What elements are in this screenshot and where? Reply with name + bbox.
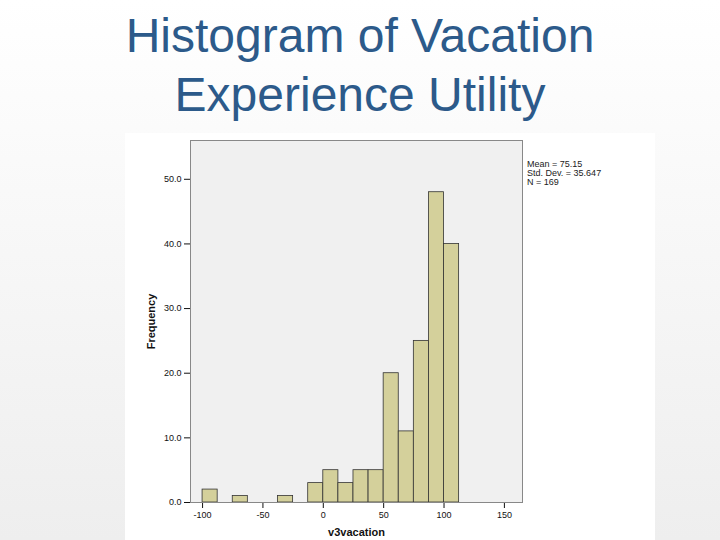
svg-text:30.0: 30.0 — [164, 303, 182, 313]
svg-text:-100: -100 — [194, 510, 212, 520]
svg-text:150: 150 — [497, 510, 512, 520]
html-text:Histogram of Vacation Experien: Histogram of Vacation Experience Utility — [125, 9, 595, 121]
svg-text:100: 100 — [437, 510, 452, 520]
html-text:Std. Dev. = 35.647: Std. Dev. = 35.647 — [527, 168, 602, 178]
svg-text:10.0: 10.0 — [164, 433, 182, 443]
svg-text:0: 0 — [321, 510, 326, 520]
svg-text:20.0: 20.0 — [164, 368, 182, 378]
svg-text:0.0: 0.0 — [169, 497, 182, 507]
svg-text:-50: -50 — [256, 510, 269, 520]
svg-text:50: 50 — [379, 510, 389, 520]
html-text:Mean = 75.15: Mean = 75.15 — [527, 159, 583, 169]
svg-text:40.0: 40.0 — [164, 239, 182, 249]
svg-text:Frequency: Frequency — [145, 293, 157, 350]
html-text:N = 169: N = 169 — [527, 177, 559, 187]
svg-text:50.0: 50.0 — [164, 174, 182, 184]
svg-text:v3vacation: v3vacation — [328, 526, 385, 538]
